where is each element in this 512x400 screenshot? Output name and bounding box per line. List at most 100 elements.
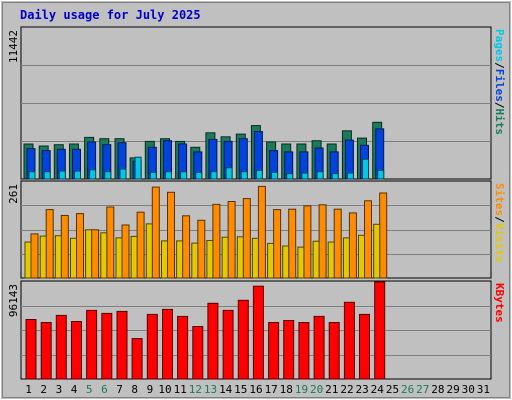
bar-pages-day-15 <box>240 171 248 180</box>
bar-kbytes-day-6 <box>101 312 113 380</box>
x-tick-label: 8 <box>131 383 138 396</box>
bar-sites-day-20 <box>312 240 320 279</box>
bar-visits-day-21 <box>333 208 342 279</box>
series-legend: KBytes <box>493 283 506 323</box>
bar-visits-day-20 <box>318 204 327 279</box>
bar-kbytes-day-16 <box>252 285 264 380</box>
bar-pages-day-14 <box>225 167 233 180</box>
series-legend: Sites/Visits <box>493 183 506 263</box>
legend-entry: KBytes <box>493 283 506 323</box>
x-axis-ticks: 1 2 3 4 5 6 7 8 9 10 11 12 13 14 15 16 17 18 19 20 21 22 23 24 2… <box>25 383 490 396</box>
bar-pages-day-22 <box>346 172 354 180</box>
bar-kbytes-day-20 <box>313 315 325 380</box>
bar-sites-day-12 <box>191 242 199 279</box>
x-tick-label: 3 <box>56 383 63 396</box>
bar-kbytes-day-13 <box>207 302 219 380</box>
x-tick-label: 13 <box>204 383 217 396</box>
bar-kbytes-day-10 <box>162 308 173 380</box>
bar-sites-day-2 <box>39 235 47 279</box>
x-tick-label: 21 <box>325 383 338 396</box>
x-tick-label: 10 <box>158 383 171 396</box>
x-tick-label: 23 <box>355 383 368 396</box>
bar-pages-day-19 <box>301 172 309 180</box>
x-tick-label: 22 <box>340 383 353 396</box>
bar-sites-day-16 <box>251 237 259 279</box>
bar-kbytes-day-17 <box>268 322 280 380</box>
bar-sites-day-4 <box>70 237 77 279</box>
bar-kbytes-day-8 <box>131 338 143 380</box>
bar-sites-day-10 <box>161 240 168 279</box>
x-tick-label: 19 <box>295 383 308 396</box>
bar-visits-day-14 <box>227 201 236 279</box>
x-tick-label: 24 <box>371 383 385 396</box>
x-tick-label: 29 <box>446 383 459 396</box>
bar-visits-day-23 <box>364 200 372 279</box>
bar-sites-day-9 <box>145 223 153 279</box>
bar-pages-day-13 <box>210 171 218 180</box>
chart-title: Daily usage for July 2025 <box>20 8 201 22</box>
bar-kbytes-day-22 <box>343 301 355 380</box>
bar-visits-day-16 <box>257 185 266 279</box>
x-tick-label: 15 <box>234 383 247 396</box>
x-tick-label: 25 <box>386 383 399 396</box>
bar-pages-day-12 <box>195 171 203 180</box>
panel-kbytes: 96143 KBytes <box>7 280 506 380</box>
bar-pages-day-9 <box>149 171 157 180</box>
bar-visits-day-11 <box>182 215 191 279</box>
bar-sites-day-1 <box>24 241 32 279</box>
bar-visits-day-17 <box>273 209 282 279</box>
bar-visits-day-12 <box>197 219 206 279</box>
bar-sites-day-14 <box>221 236 229 279</box>
bar-sites-day-23 <box>358 234 365 279</box>
legend-entry: Visits <box>493 223 506 263</box>
bar-sites-day-7 <box>115 237 123 279</box>
bar-pages-day-21 <box>331 173 339 180</box>
x-tick-label: 16 <box>249 383 262 396</box>
bar-kbytes-day-19 <box>298 322 310 380</box>
bar-kbytes-day-4 <box>71 321 82 380</box>
bar-visits-day-3 <box>60 215 69 279</box>
bar-visits-day-2 <box>45 209 54 279</box>
y-max-label: 11442 <box>7 30 20 63</box>
x-tick-label: 20 <box>310 383 323 396</box>
bar-visits-day-9 <box>151 186 160 279</box>
x-tick-label: 30 <box>462 383 475 396</box>
bar-sites-day-3 <box>54 235 62 279</box>
x-tick-label: 9 <box>147 383 154 396</box>
x-tick-label: 7 <box>116 383 123 396</box>
bar-visits-day-10 <box>167 191 175 279</box>
bar-kbytes-day-7 <box>116 310 128 380</box>
bar-sites-day-5 <box>85 229 93 279</box>
x-tick-label: 1 <box>25 383 32 396</box>
bar-visits-day-6 <box>106 206 115 279</box>
x-tick-label: 27 <box>416 383 429 396</box>
legend-entry: / <box>493 102 506 109</box>
bar-visits-day-1 <box>30 233 39 279</box>
bar-visits-day-24 <box>379 192 388 279</box>
x-tick-label: 26 <box>401 383 414 396</box>
legend-entry: Sites <box>493 183 506 216</box>
bar-pages-day-3 <box>58 170 66 180</box>
bar-kbytes-day-24 <box>374 281 386 380</box>
bar-pages-day-18 <box>286 173 294 180</box>
x-tick-label: 14 <box>219 383 233 396</box>
bar-pages-day-23 <box>362 158 369 180</box>
bar-kbytes-day-15 <box>237 299 249 380</box>
legend-entry: Hits <box>493 109 506 136</box>
bar-kbytes-day-23 <box>359 313 370 380</box>
bar-sites-day-6 <box>100 232 108 279</box>
legend-entry: / <box>493 216 506 223</box>
bar-sites-day-18 <box>282 245 290 279</box>
bar-kbytes-day-3 <box>55 314 67 380</box>
bar-pages-day-16 <box>255 169 263 180</box>
bar-pages-day-11 <box>180 171 188 180</box>
x-tick-label: 4 <box>71 383 78 396</box>
series-legend: Pages/Files/Hits <box>493 29 506 135</box>
x-tick-label: 28 <box>431 383 444 396</box>
x-tick-label: 6 <box>101 383 108 396</box>
bar-visits-day-22 <box>348 212 357 279</box>
bar-pages-day-20 <box>316 171 324 180</box>
bar-visits-day-5 <box>91 229 100 279</box>
